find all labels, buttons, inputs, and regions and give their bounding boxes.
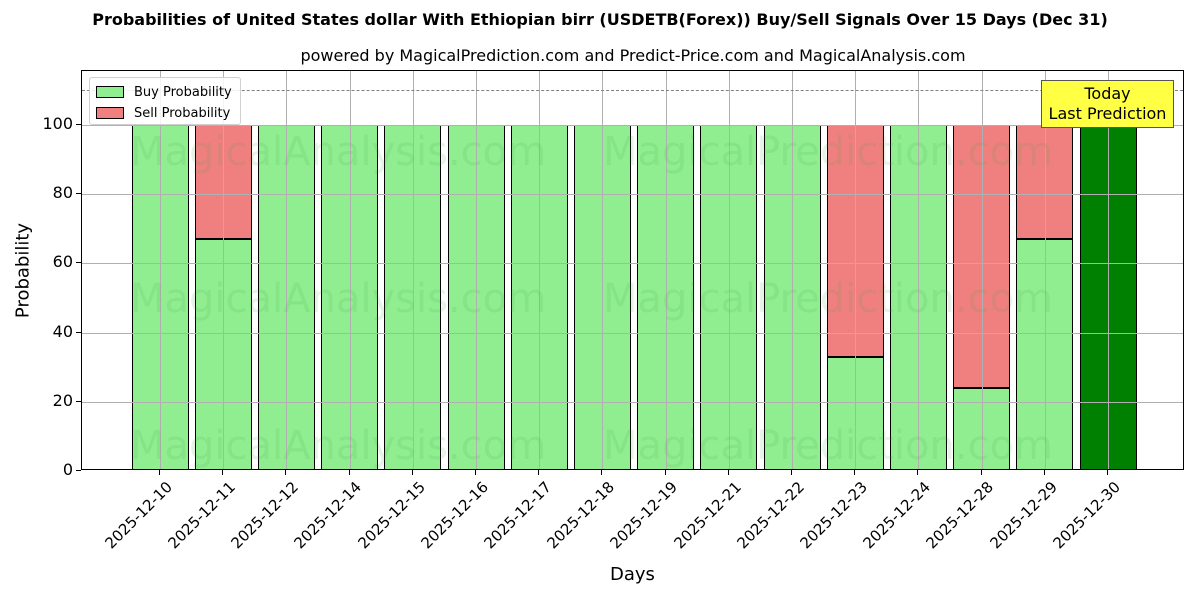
x-tick xyxy=(1107,470,1108,475)
y-tick xyxy=(76,400,81,402)
x-tick xyxy=(159,470,160,475)
legend-label-sell: Sell Probability xyxy=(134,105,231,121)
x-tick-label: 2025-12-19 xyxy=(606,478,682,553)
gridline-vertical xyxy=(476,71,477,469)
gridline-vertical xyxy=(728,71,730,469)
gridline-horizontal xyxy=(82,194,1183,196)
legend: Buy Probability Sell Probability xyxy=(89,77,241,125)
legend-label-buy: Buy Probability xyxy=(134,84,232,100)
y-tick xyxy=(76,193,81,195)
gridline-vertical xyxy=(412,71,414,469)
gridline-vertical xyxy=(539,71,541,469)
x-tick xyxy=(917,470,919,475)
y-tick xyxy=(76,124,81,125)
y-tick-label: 100 xyxy=(42,114,73,133)
gridline-vertical xyxy=(981,71,983,469)
chart-subtitle: powered by MagicalPrediction.com and Pre… xyxy=(300,46,966,65)
x-tick-label: 2025-12-16 xyxy=(417,478,492,553)
x-tick xyxy=(285,470,287,475)
reference-line xyxy=(82,90,1183,92)
x-axis-label: Days xyxy=(610,564,655,585)
gridline-horizontal xyxy=(82,125,1183,126)
gridline-horizontal xyxy=(82,332,1183,334)
x-tick-label: 2025-12-18 xyxy=(543,478,619,553)
x-tick-label: 2025-12-30 xyxy=(1049,478,1124,553)
y-tick-label: 20 xyxy=(52,390,73,410)
y-tick xyxy=(76,331,81,333)
x-tick xyxy=(475,470,476,475)
y-tick xyxy=(76,262,81,264)
chart-title: Probabilities of United States dollar Wi… xyxy=(92,10,1108,29)
gridline-vertical xyxy=(286,71,288,469)
gridline-vertical xyxy=(792,71,793,469)
x-tick-label: 2025-12-15 xyxy=(354,478,429,553)
y-tick-label: 40 xyxy=(52,321,73,341)
x-tick xyxy=(538,470,540,475)
gridline-vertical xyxy=(918,71,920,469)
x-tick xyxy=(664,470,666,475)
gridline-horizontal xyxy=(82,401,1183,403)
x-tick xyxy=(601,470,603,475)
x-tick xyxy=(348,470,350,475)
sell-swatch-icon xyxy=(96,107,124,119)
x-tick-label: 2025-12-17 xyxy=(480,478,555,553)
y-tick xyxy=(76,470,81,471)
y-axis-label: Probability xyxy=(12,222,34,319)
gridline-vertical xyxy=(223,71,225,469)
x-tick xyxy=(854,470,856,475)
x-tick-label: 2025-12-22 xyxy=(733,478,808,553)
gridline-vertical xyxy=(855,71,857,469)
x-tick xyxy=(411,470,413,475)
x-tick-label: 2025-12-11 xyxy=(164,478,239,553)
gridline-vertical xyxy=(1108,71,1109,469)
gridline-vertical xyxy=(665,71,667,469)
gridline-vertical xyxy=(349,71,351,469)
legend-item-buy: Buy Probability xyxy=(96,83,232,101)
gridline-vertical xyxy=(602,71,604,469)
x-tick xyxy=(791,470,792,475)
x-tick-label: 2025-12-14 xyxy=(290,478,366,553)
gridline-vertical xyxy=(1044,71,1046,469)
legend-item-sell: Sell Probability xyxy=(96,104,230,122)
y-tick-label: 0 xyxy=(62,460,73,479)
plot-area: Buy Probability Sell Probability Today L… xyxy=(81,70,1184,470)
x-tick-label: 2025-12-23 xyxy=(796,478,871,553)
x-tick xyxy=(1043,470,1045,475)
y-tick-label: 60 xyxy=(52,252,73,272)
annotation-line-1: Today xyxy=(1084,84,1131,103)
gridline-vertical xyxy=(160,71,161,469)
x-tick-label: 2025-12-29 xyxy=(986,478,1061,553)
annotation-line-2: Last Prediction xyxy=(1048,104,1167,123)
x-tick-label: 2025-12-10 xyxy=(101,478,176,553)
x-tick-label: 2025-12-12 xyxy=(227,478,303,553)
x-tick-label: 2025-12-28 xyxy=(922,478,998,553)
x-tick xyxy=(727,470,729,475)
x-tick-label: 2025-12-24 xyxy=(859,478,935,553)
x-tick xyxy=(222,470,224,475)
x-tick-label: 2025-12-21 xyxy=(670,478,745,553)
buy-swatch-icon xyxy=(96,86,124,98)
today-annotation: Today Last Prediction xyxy=(1041,80,1174,128)
y-tick-label: 80 xyxy=(52,183,73,203)
gridline-horizontal xyxy=(82,263,1183,265)
x-tick xyxy=(980,470,982,475)
